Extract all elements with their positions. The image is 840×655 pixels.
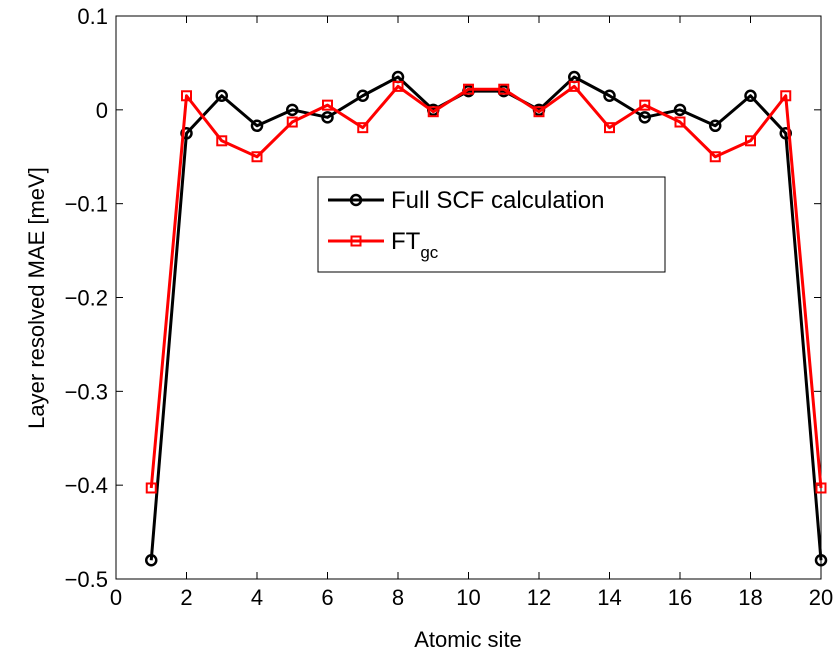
legend-marker-ftgc bbox=[350, 235, 362, 247]
legend-marker-full-scf bbox=[349, 193, 363, 207]
x-tick-label: 8 bbox=[392, 585, 404, 610]
x-tick-label: 10 bbox=[456, 585, 480, 610]
legend-box bbox=[317, 176, 666, 273]
plot-area bbox=[115, 15, 822, 580]
x-tick-label: 14 bbox=[597, 585, 621, 610]
series-line-0 bbox=[149, 75, 823, 561]
data-point-series-0 bbox=[673, 103, 687, 117]
data-point-series-0 bbox=[180, 127, 193, 140]
data-point-series-1 bbox=[427, 106, 439, 118]
y-tick-label: −0.2 bbox=[65, 286, 108, 311]
data-point-series-1 bbox=[463, 83, 474, 95]
series-line-1 bbox=[149, 84, 823, 489]
legend-label-ftgc-main: FT bbox=[391, 228, 421, 255]
y-axis-label: Layer resolved MAE [meV] bbox=[24, 167, 49, 429]
data-point-series-0 bbox=[638, 111, 651, 124]
data-point-series-0 bbox=[814, 553, 828, 567]
data-point-series-0 bbox=[250, 119, 264, 133]
data-point-series-1 bbox=[639, 99, 651, 111]
series-layer bbox=[145, 70, 828, 567]
x-tick-label: 6 bbox=[321, 585, 333, 610]
data-point-series-0 bbox=[744, 89, 757, 103]
data-point-series-1 bbox=[145, 482, 157, 494]
data-point-series-0 bbox=[779, 127, 792, 140]
y-tick-label: −0.4 bbox=[65, 473, 108, 498]
data-point-series-1 bbox=[181, 90, 192, 102]
data-point-series-1 bbox=[568, 80, 580, 92]
y-tick-label: −0.3 bbox=[65, 379, 108, 404]
data-point-series-1 bbox=[780, 90, 792, 102]
y-tick-label: 0 bbox=[96, 98, 108, 123]
x-tick-label: 12 bbox=[527, 585, 551, 610]
data-point-series-0 bbox=[709, 119, 722, 133]
data-point-series-1 bbox=[709, 151, 721, 163]
x-tick-label: 4 bbox=[251, 585, 263, 610]
y-tick-label: −0.1 bbox=[65, 192, 108, 217]
data-point-series-1 bbox=[216, 135, 228, 147]
legend: Full SCF calculation FTgc bbox=[317, 176, 666, 273]
ticks bbox=[115, 15, 822, 580]
data-point-series-0 bbox=[286, 103, 299, 117]
x-tick-label: 0 bbox=[110, 585, 122, 610]
data-point-series-1 bbox=[498, 83, 510, 95]
data-point-series-0 bbox=[215, 89, 228, 103]
x-tick-label: 18 bbox=[738, 585, 762, 610]
data-point-series-0 bbox=[145, 553, 158, 567]
y-tick-label: 0.1 bbox=[77, 4, 108, 29]
tick-labels: 0 2 4 6 8 10 12 14 16 18 20 −0.5 −0.4 −0.3 −0.2 −0.1 0 0.… bbox=[65, 4, 834, 610]
data-point-series-0 bbox=[603, 89, 616, 103]
data-point-series-0 bbox=[321, 111, 334, 124]
x-axis-label: Atomic site bbox=[414, 627, 522, 652]
y-tick-label: −0.5 bbox=[65, 567, 108, 592]
data-point-series-1 bbox=[533, 106, 545, 118]
legend-label-ftgc: FTgc bbox=[391, 228, 439, 262]
x-tick-label: 20 bbox=[809, 585, 833, 610]
data-point-series-1 bbox=[745, 135, 756, 147]
data-point-series-1 bbox=[322, 99, 333, 111]
data-point-series-1 bbox=[674, 116, 686, 128]
legend-label-ftgc-sub: gc bbox=[420, 243, 438, 262]
data-point-series-1 bbox=[251, 151, 263, 163]
data-point-series-1 bbox=[392, 80, 404, 92]
data-point-series-1 bbox=[357, 122, 369, 134]
x-tick-label: 16 bbox=[668, 585, 692, 610]
data-point-series-1 bbox=[815, 482, 827, 494]
legend-label-full-scf: Full SCF calculation bbox=[391, 187, 604, 214]
data-point-series-1 bbox=[286, 116, 298, 128]
data-point-series-0 bbox=[356, 89, 369, 103]
x-tick-label: 2 bbox=[180, 585, 192, 610]
data-point-series-1 bbox=[604, 122, 615, 134]
